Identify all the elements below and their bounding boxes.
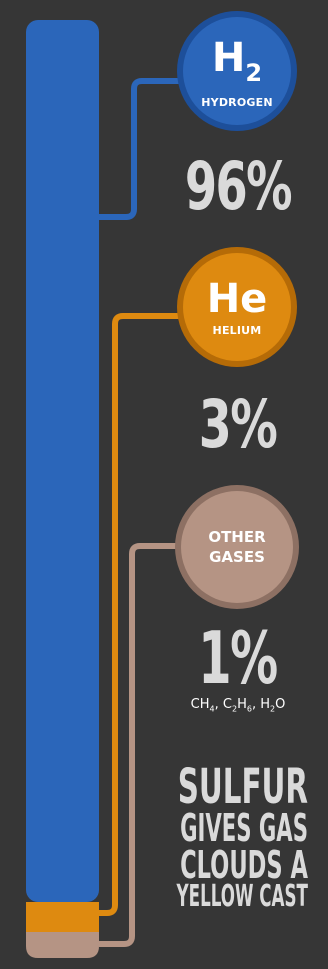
sulfur-fact-text: SULFUR GIVES GAS CLOUDS A YELLOW CAST [96,759,308,914]
helium-connector-line [99,313,180,916]
other-gases-formula: CH4, C2H6, H2O [190,697,286,714]
hydrogen-circle-inner [183,17,291,125]
fact-line-2: GIVES GAS [180,806,308,850]
helium-name: HELIUM [212,324,262,337]
other-gases-percent: 1% [198,616,278,700]
helium-circle-inner [183,253,291,361]
other-gases-connector-line [99,543,176,947]
helium-symbol: He [206,276,268,322]
hydrogen-symbol: H2 [211,35,263,87]
fact-line-4: YELLOW CAST [176,879,308,914]
hydrogen-bar-segment [26,20,99,902]
hydrogen-percent: 96% [184,148,293,225]
other-gases-name: OTHER GASES [177,527,297,567]
fact-line-1: SULFUR [177,759,308,815]
helium-percent: 3% [198,386,278,463]
other-gases-name-line2: GASES [209,548,265,566]
other-gases-name-line1: OTHER [208,528,266,546]
fact-line-3: CLOUDS A [180,843,308,887]
other-gases-circle-inner [181,491,293,603]
hydrogen-subscript: 2 [245,59,263,87]
hydrogen-name: HYDROGEN [201,96,273,109]
helium-bar-segment [26,902,99,932]
other-gases-bar-segment [26,932,99,958]
hydrogen-connector-line [99,78,180,220]
